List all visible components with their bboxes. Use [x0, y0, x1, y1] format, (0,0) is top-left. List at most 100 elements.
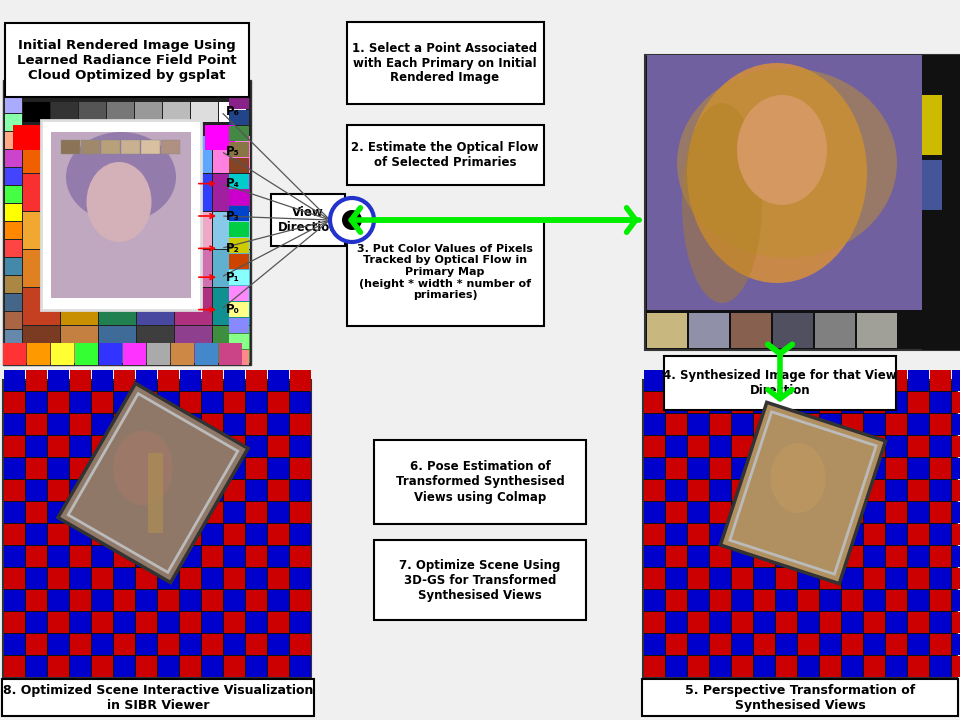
Text: Initial Rendered Image Using
Learned Radiance Field Point
Cloud Optimized by gsp: Initial Rendered Image Using Learned Rad…: [17, 38, 237, 81]
Bar: [864, 458, 885, 479]
Bar: [202, 590, 223, 611]
Bar: [290, 612, 311, 633]
Bar: [26, 612, 47, 633]
Bar: [776, 414, 797, 435]
Text: P₂: P₂: [226, 242, 240, 255]
Bar: [158, 524, 179, 545]
Bar: [92, 568, 113, 589]
Bar: [820, 634, 841, 655]
Bar: [952, 590, 960, 611]
Bar: [930, 392, 951, 413]
FancyBboxPatch shape: [271, 194, 345, 246]
Bar: [908, 524, 929, 545]
Bar: [290, 524, 311, 545]
Bar: [246, 458, 267, 479]
Bar: [180, 392, 201, 413]
Bar: [864, 524, 885, 545]
Bar: [99, 343, 122, 365]
Bar: [290, 590, 311, 611]
Bar: [92, 612, 113, 633]
Bar: [70, 392, 91, 413]
Bar: [175, 136, 212, 173]
Bar: [26, 590, 47, 611]
Bar: [5, 114, 22, 131]
Bar: [644, 392, 665, 413]
Bar: [710, 436, 731, 457]
Bar: [246, 656, 267, 677]
Bar: [213, 326, 250, 363]
Bar: [842, 414, 863, 435]
Bar: [776, 524, 797, 545]
Text: P₁: P₁: [226, 271, 240, 284]
Bar: [26, 370, 47, 391]
Bar: [246, 612, 267, 633]
Bar: [137, 326, 174, 363]
Bar: [5, 168, 22, 185]
Bar: [23, 212, 60, 249]
Bar: [864, 414, 885, 435]
Text: 1. Select a Point Associated
with Each Primary on Initial
Rendered Image: 1. Select a Point Associated with Each P…: [352, 42, 538, 84]
Bar: [886, 370, 907, 391]
Bar: [908, 392, 929, 413]
Bar: [776, 502, 797, 523]
Circle shape: [330, 198, 374, 242]
Text: 6. Pose Estimation of
Transformed Synthesised
Views using Colmap: 6. Pose Estimation of Transformed Synthe…: [396, 461, 564, 503]
Bar: [213, 250, 250, 287]
Polygon shape: [58, 383, 248, 582]
Bar: [92, 524, 113, 545]
FancyBboxPatch shape: [374, 540, 586, 620]
Bar: [224, 480, 245, 501]
Bar: [224, 436, 245, 457]
Bar: [136, 502, 157, 523]
Bar: [644, 612, 665, 633]
Bar: [114, 546, 135, 567]
Bar: [268, 370, 289, 391]
Bar: [246, 524, 267, 545]
Bar: [171, 343, 194, 365]
Bar: [3, 380, 311, 678]
Bar: [908, 502, 929, 523]
Bar: [48, 458, 69, 479]
Bar: [229, 190, 249, 205]
Bar: [798, 546, 819, 567]
Bar: [202, 656, 223, 677]
Bar: [732, 656, 753, 677]
Bar: [23, 174, 60, 211]
Bar: [688, 502, 709, 523]
Text: 2. Estimate the Optical Flow
of Selected Primaries: 2. Estimate the Optical Flow of Selected…: [351, 141, 539, 169]
Bar: [41, 120, 201, 310]
Bar: [92, 480, 113, 501]
Bar: [710, 590, 731, 611]
Bar: [224, 458, 245, 479]
Bar: [202, 392, 223, 413]
Bar: [952, 436, 960, 457]
Bar: [5, 78, 22, 95]
Bar: [268, 458, 289, 479]
Bar: [666, 634, 687, 655]
Bar: [195, 343, 218, 365]
Bar: [930, 612, 951, 633]
Bar: [61, 136, 98, 173]
Bar: [229, 206, 249, 221]
Bar: [158, 656, 179, 677]
Bar: [75, 343, 98, 365]
Bar: [952, 546, 960, 567]
Bar: [820, 458, 841, 479]
Bar: [48, 590, 69, 611]
Bar: [290, 370, 311, 391]
Bar: [820, 546, 841, 567]
FancyBboxPatch shape: [2, 679, 314, 716]
Bar: [61, 212, 98, 249]
Bar: [842, 502, 863, 523]
Bar: [114, 436, 135, 457]
Bar: [114, 502, 135, 523]
Bar: [141, 140, 160, 154]
Bar: [930, 634, 951, 655]
Bar: [886, 524, 907, 545]
Bar: [246, 590, 267, 611]
Bar: [175, 326, 212, 363]
Bar: [268, 656, 289, 677]
Bar: [732, 612, 753, 633]
Bar: [70, 568, 91, 589]
Bar: [61, 250, 98, 287]
